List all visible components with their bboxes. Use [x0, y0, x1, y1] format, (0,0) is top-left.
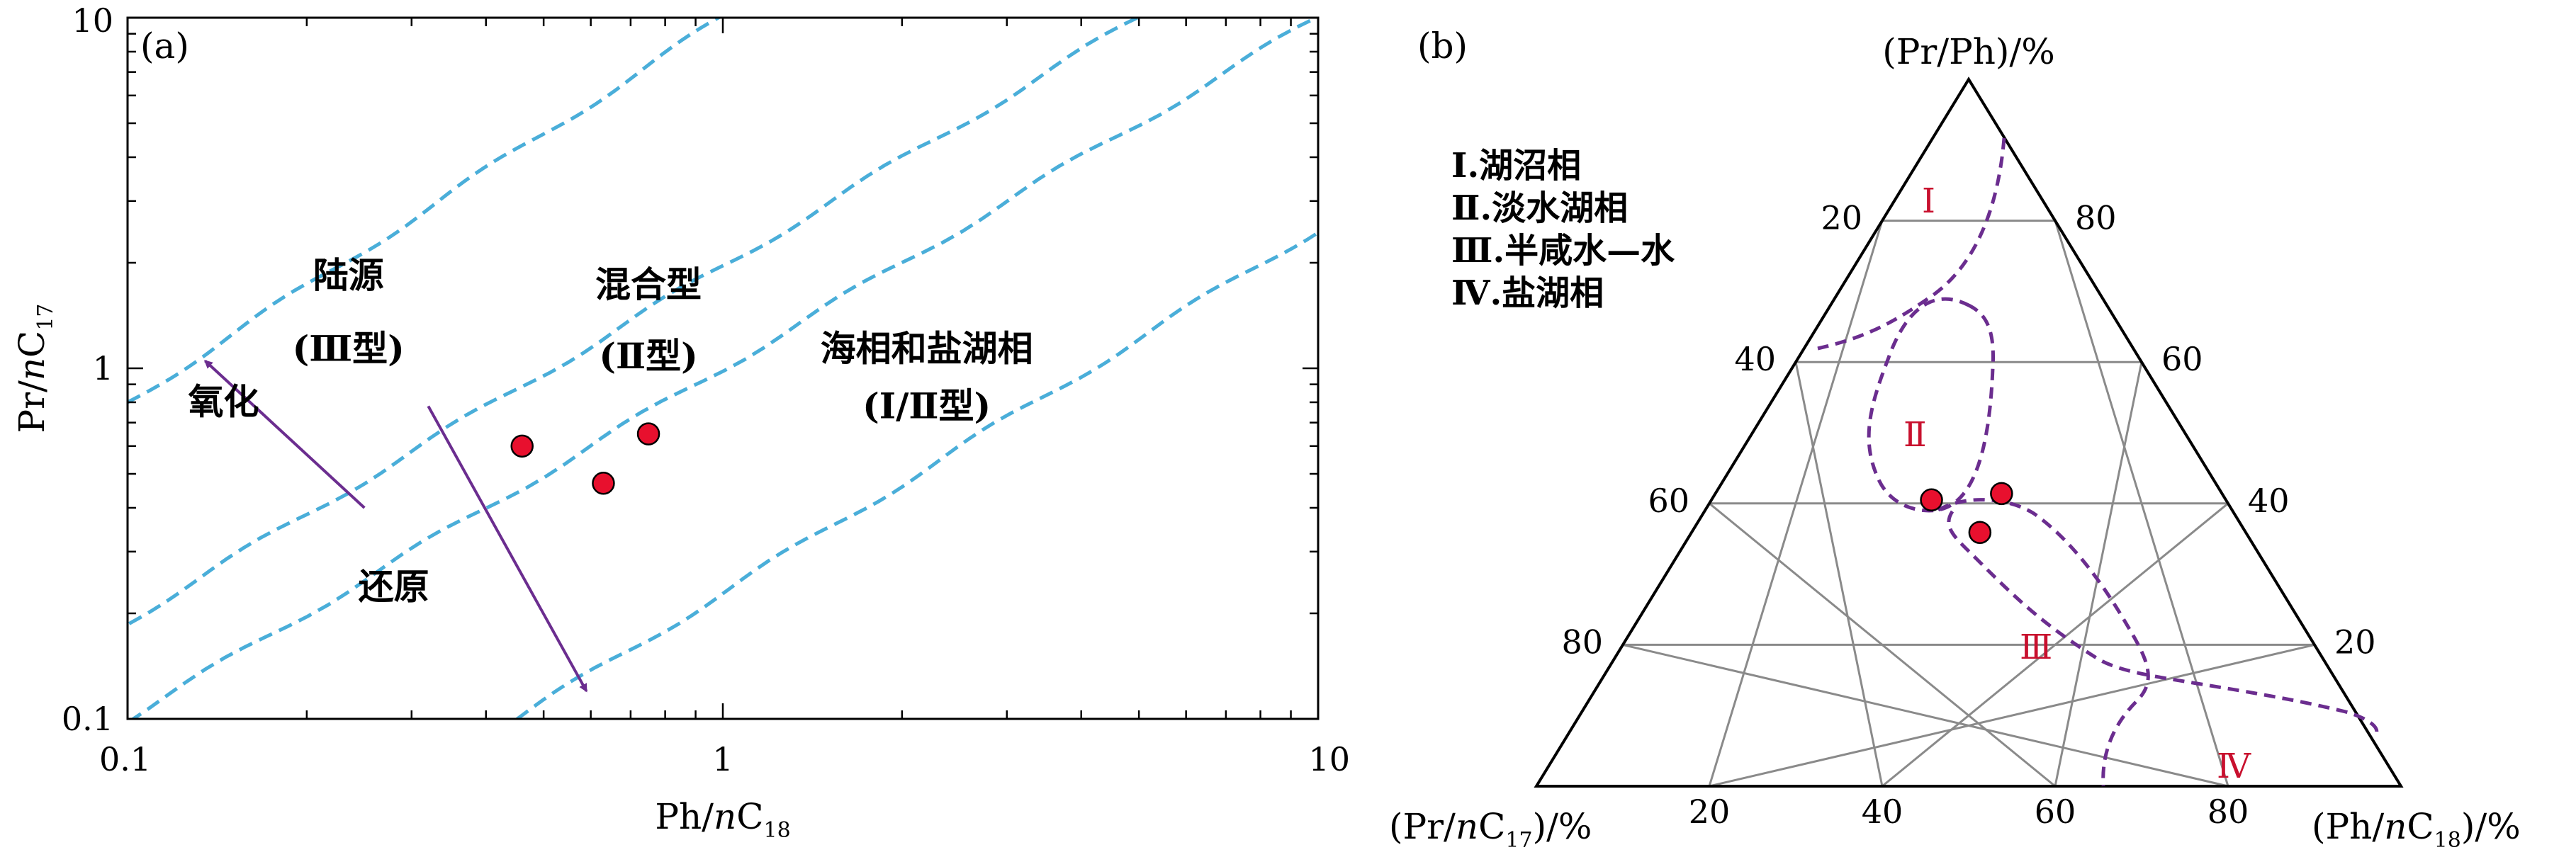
right-tick-label: 20: [2334, 623, 2376, 661]
right-tick-label: 60: [2161, 340, 2203, 378]
boundary-lines: [128, 18, 1318, 719]
legend-item-4: Ⅳ.盐湖相: [1451, 273, 1604, 313]
boundary-region-4: [1947, 510, 2379, 738]
right-axis-title: (Ph/nC18)/%: [2312, 806, 2521, 853]
arrow-label: 氧化: [189, 381, 259, 423]
left-tick-label: 20: [1821, 199, 1862, 237]
y-axis-title: Pr/nC17: [11, 303, 58, 433]
boundary-line: [128, 18, 722, 404]
boundary-line: [130, 18, 1318, 719]
region-labels: 陆源 (Ⅲ型) 混合型 (Ⅱ型) 海相和盐湖相 (Ⅰ/Ⅱ型): [293, 254, 1033, 427]
panel-b: (b) (Pr/Ph)/% Ⅰ.湖沼相 Ⅱ.淡水湖相 Ⅲ.半咸水—水 Ⅳ.盐湖相…: [1389, 25, 2521, 853]
ternary-ticks: 20 40 60 80 80 60 40 20 20 40 60 80: [1561, 199, 2375, 831]
region-label-2: Ⅱ: [1903, 415, 1927, 455]
grid-line: [1794, 361, 1884, 787]
region-label-1: Ⅰ: [1922, 181, 1935, 221]
grid-line: [2054, 361, 2143, 787]
right-tick-label: 40: [2248, 482, 2290, 520]
top-axis-title: (Pr/Ph)/%: [1882, 31, 2055, 72]
data-point: [510, 434, 534, 458]
boundary-region-3: [1937, 498, 2150, 787]
arrow: [427, 405, 588, 693]
ternary-region-labels: Ⅰ Ⅱ Ⅲ Ⅳ: [1903, 181, 2251, 786]
ternary-point: [1990, 482, 2013, 506]
axis-ticks: 0.1 1 10 0.1 1 10: [62, 1, 1350, 778]
left-tick-label: 80: [1561, 623, 1603, 661]
panel-b-label: (b): [1417, 25, 1468, 67]
region-label: 陆源: [313, 254, 384, 296]
legend-item-2: Ⅱ.淡水湖相: [1451, 188, 1628, 228]
bottom-tick-label: 60: [2035, 793, 2076, 831]
left-axis-title: (Pr/nC17)/%: [1389, 806, 1592, 853]
legend: Ⅰ.湖沼相 Ⅱ.淡水湖相 Ⅲ.半咸水—水 Ⅳ.盐湖相: [1451, 146, 1675, 313]
left-tick-label: 40: [1734, 340, 1776, 378]
grid-line: [1622, 643, 2229, 788]
x-tick-label: 1: [712, 740, 733, 778]
boundary-line: [128, 18, 1140, 625]
ternary-point: [1920, 488, 1943, 512]
left-tick-label: 60: [1648, 482, 1689, 520]
x-tick-label: 10: [1308, 740, 1350, 778]
bottom-tick-label: 20: [1689, 793, 1731, 831]
ternary-point: [1968, 521, 1992, 544]
boundary-line: [515, 230, 1318, 719]
y-tick-label: 0.1: [62, 700, 113, 738]
grid-line: [2054, 220, 2229, 787]
region-label-4: Ⅳ: [2217, 747, 2251, 786]
bottom-tick-label: 40: [1862, 793, 1903, 831]
data-points: [510, 422, 660, 495]
panel-a-label: (a): [140, 25, 189, 67]
legend-item-1: Ⅰ.湖沼相: [1451, 146, 1581, 186]
y-tick-label: 1: [93, 349, 113, 387]
ternary-frame: [1534, 76, 2404, 788]
region-label: (Ⅱ型): [599, 335, 697, 377]
ternary-points: [1920, 482, 2013, 544]
x-tick-label: 0.1: [99, 740, 151, 778]
region-label: (Ⅰ/Ⅱ型): [862, 385, 991, 427]
region-label: (Ⅲ型): [293, 328, 405, 370]
region-label-3: Ⅲ: [2020, 628, 2052, 667]
arrow: [204, 360, 366, 509]
data-point: [592, 472, 615, 495]
region-label: 混合型: [595, 263, 702, 305]
right-tick-label: 80: [2075, 199, 2117, 237]
boundary-region-2: [1867, 297, 1995, 513]
data-point: [636, 422, 660, 445]
region-boundaries: [1817, 137, 2379, 787]
legend-item-3: Ⅲ.半咸水—水: [1451, 231, 1675, 271]
x-axis-title: Ph/nC18: [655, 796, 790, 843]
region-label: 海相和盐湖相: [821, 328, 1033, 370]
boundary-region-1: [1817, 137, 2006, 351]
arrow-label: 还原: [359, 566, 429, 608]
ternary-grid: [1622, 220, 2315, 788]
grid-line: [1709, 643, 2315, 788]
y-tick-label: 10: [72, 1, 113, 40]
bottom-tick-label: 80: [2207, 793, 2249, 831]
